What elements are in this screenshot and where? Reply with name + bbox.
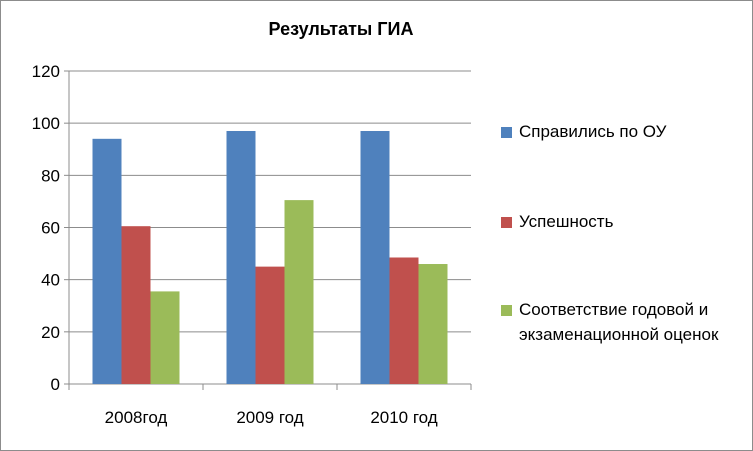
y-tick-label-1: 20 <box>41 323 60 342</box>
y-tick-label-6: 120 <box>32 62 60 81</box>
bar-3-3 <box>418 264 448 384</box>
bar-3-1 <box>150 291 180 384</box>
bar-1-2 <box>226 130 256 384</box>
bar-1-3 <box>360 130 390 384</box>
legend-swatch-2 <box>501 217 512 228</box>
y-tick-label-2: 40 <box>41 271 60 290</box>
chart-title: Результаты ГИА <box>268 19 414 39</box>
y-tick-label-0: 0 <box>51 375 60 394</box>
bar-2-3 <box>389 257 419 384</box>
bar-2-1 <box>121 226 151 384</box>
legend-item-2: Успешность <box>501 211 744 234</box>
legend-swatch-3 <box>501 305 512 316</box>
legend-label-2: Успешность <box>519 212 614 231</box>
bar-3-2 <box>284 200 314 384</box>
y-tick-label-3: 60 <box>41 219 60 238</box>
legend-label-3: Соответствие годовой и экзаменационной о… <box>519 300 719 344</box>
y-tick-label-5: 100 <box>32 114 60 133</box>
legend-item-1: Справились по ОУ <box>501 121 744 144</box>
x-tick-label-2: 2009 год <box>236 408 303 427</box>
legend-item-3: Соответствие годовой и экзаменационной о… <box>501 299 744 347</box>
legend-swatch-1 <box>501 127 512 138</box>
bar-2-2 <box>255 266 285 384</box>
x-tick-label-3: 2010 год <box>370 408 437 427</box>
y-tick-label-4: 80 <box>41 166 60 185</box>
legend-label-1: Справились по ОУ <box>519 122 667 141</box>
x-tick-label-1: 2008год <box>105 408 168 427</box>
bar-1-1 <box>92 138 122 384</box>
